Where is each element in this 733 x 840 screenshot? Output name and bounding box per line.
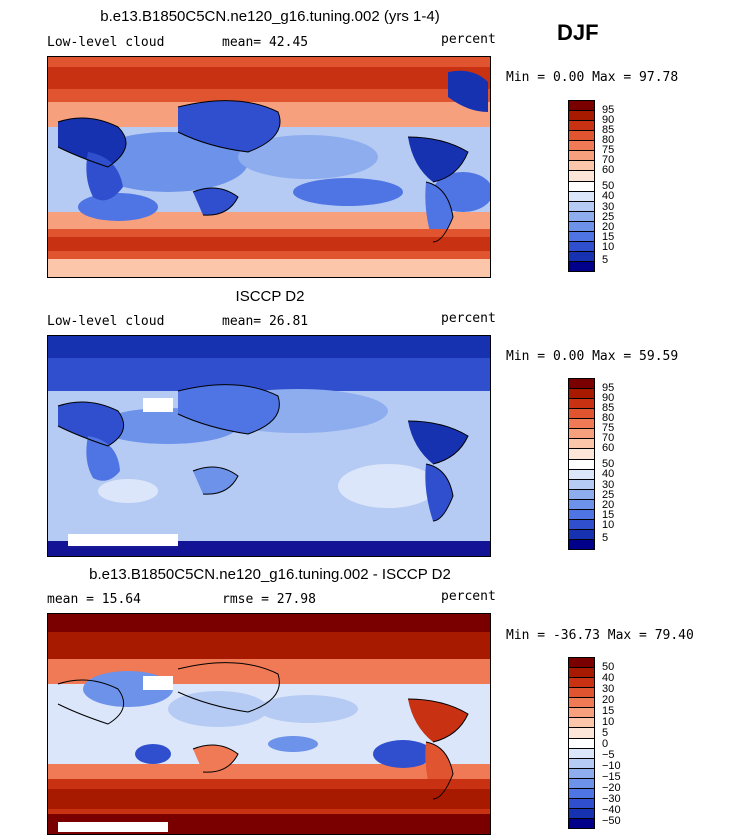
tick: 5 [602, 532, 609, 544]
tick: 60 [602, 442, 615, 454]
tick: 75 [602, 144, 615, 156]
tick: −15 [602, 771, 621, 783]
tick: 20 [602, 694, 615, 706]
season-label: DJF [557, 20, 599, 45]
tick: 25 [602, 489, 615, 501]
tick: 40 [602, 190, 615, 202]
tick: 40 [602, 672, 615, 684]
panel-2-variable-label: Low-level cloud [47, 314, 165, 329]
panel-2-colorbar [568, 378, 595, 550]
tick: −5 [602, 749, 615, 761]
tick: 80 [602, 412, 615, 424]
panel-1-title: b.e13.B1850C5CN.ne120_g16.tuning.002 (yr… [100, 8, 440, 25]
tick: 80 [602, 134, 615, 146]
tick: 90 [602, 392, 615, 404]
tick: 70 [602, 432, 615, 444]
tick: 60 [602, 164, 615, 176]
tick: −30 [602, 793, 621, 805]
tick: 20 [602, 221, 615, 233]
tick: 95 [602, 382, 615, 394]
tick: 0 [602, 738, 609, 750]
panel-1-variable-label: Low-level cloud [47, 35, 165, 50]
tick: 10 [602, 241, 615, 253]
tick: 25 [602, 211, 615, 223]
tick: 85 [602, 402, 615, 414]
panel-1-map [47, 56, 491, 278]
panel-3-title: b.e13.B1850C5CN.ne120_g16.tuning.002 - I… [89, 566, 451, 583]
tick: 20 [602, 499, 615, 511]
tick: 10 [602, 519, 615, 531]
panel-3-map [47, 613, 491, 835]
tick: 95 [602, 104, 615, 116]
panel-2-minmax: Min = 0.00 Max = 59.59 [506, 349, 679, 364]
tick: 90 [602, 114, 615, 126]
tick: 75 [602, 422, 615, 434]
tick: 70 [602, 154, 615, 166]
tick: 30 [602, 683, 615, 695]
panel-3-mean-label: mean = 15.64 [47, 592, 141, 607]
tick: 40 [602, 468, 615, 480]
panel-3-minmax: Min = -36.73 Max = 79.40 [506, 628, 694, 643]
tick: 85 [602, 124, 615, 136]
tick: 5 [602, 727, 609, 739]
tick: −10 [602, 760, 621, 772]
panel-3-rmse-label: rmse = 27.98 [222, 592, 316, 607]
tick: 50 [602, 458, 615, 470]
panel-1-units-label: percent [441, 32, 496, 47]
panel-1-colorbar [568, 100, 595, 272]
tick: 50 [602, 180, 615, 192]
tick: −20 [602, 782, 621, 794]
tick: 30 [602, 479, 615, 491]
tick: 15 [602, 705, 615, 717]
tick: 5 [602, 254, 609, 266]
tick: 50 [602, 661, 615, 673]
tick: −50 [602, 815, 621, 827]
tick: 30 [602, 201, 615, 213]
panel-2-map [47, 335, 491, 557]
tick: 10 [602, 716, 615, 728]
panel-2-units-label: percent [441, 311, 496, 326]
panel-3-colorbar [568, 657, 595, 829]
tick: 15 [602, 509, 615, 521]
panel-3-units-label: percent [441, 589, 496, 604]
tick: 15 [602, 231, 615, 243]
tick: −40 [602, 804, 621, 816]
panel-2-mean-label: mean= 26.81 [222, 314, 309, 329]
panel-1-mean-label: mean= 42.45 [222, 35, 309, 50]
panel-1-minmax: Min = 0.00 Max = 97.78 [506, 70, 679, 85]
panel-2-title: ISCCP D2 [235, 288, 305, 305]
